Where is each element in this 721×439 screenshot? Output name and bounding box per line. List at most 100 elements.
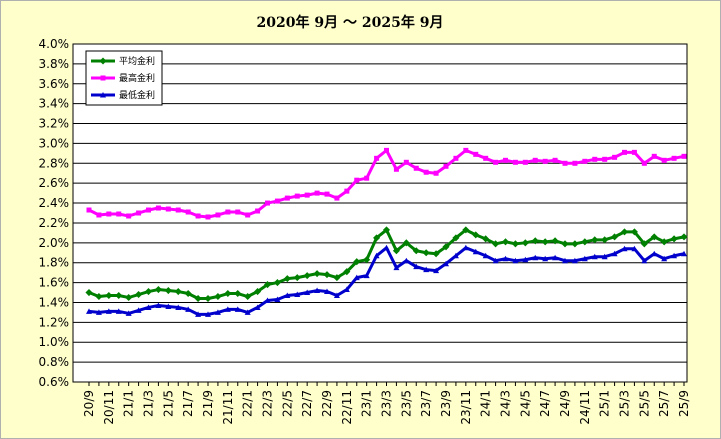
data-point: [343, 286, 350, 293]
data-point: [135, 307, 142, 313]
y-tick-label: 3.4%: [39, 97, 70, 111]
data-point: [562, 257, 568, 264]
data-point: [293, 274, 301, 282]
gridlines: [73, 63, 687, 386]
x-tick-label: 24/5: [518, 390, 532, 417]
data-point: [433, 170, 439, 176]
data-point: [472, 231, 480, 239]
y-tick-label: 2.0%: [39, 236, 70, 250]
data-point: [86, 207, 92, 213]
y-tick-label: 1.0%: [39, 335, 70, 349]
x-tick-label: 21/1: [122, 390, 136, 417]
data-point: [650, 233, 658, 241]
x-tick-label: 25/5: [637, 390, 651, 417]
x-tick-label: 22/9: [320, 390, 334, 417]
x-tick-label: 23/11: [459, 390, 473, 425]
data-point: [503, 157, 508, 163]
data-point: [572, 160, 578, 166]
data-point: [651, 250, 658, 257]
data-point: [146, 207, 151, 213]
data-point: [126, 213, 132, 219]
data-point: [145, 304, 152, 310]
data-point: [630, 228, 638, 236]
data-point: [621, 245, 628, 252]
data-point: [324, 191, 330, 197]
data-point: [493, 159, 499, 165]
x-tick-label: 21/7: [181, 390, 195, 417]
y-tick-label: 0.8%: [39, 355, 70, 369]
data-point: [512, 257, 519, 264]
data-point: [443, 260, 449, 267]
data-point: [661, 157, 667, 163]
data-point: [601, 236, 609, 244]
y-tick-label: 2.4%: [39, 196, 70, 210]
plot-area: [72, 43, 688, 383]
data-point: [501, 238, 510, 246]
legend-label: 最低金利: [119, 89, 155, 101]
data-point: [154, 286, 162, 294]
data-point: [393, 264, 400, 271]
data-point: [532, 254, 539, 261]
data-point: [353, 258, 361, 266]
x-tick-label: 23/1: [360, 390, 374, 417]
data-point: [631, 149, 637, 155]
legend-label: 最高金利: [119, 72, 155, 84]
data-point: [215, 212, 221, 218]
data-point: [680, 233, 688, 241]
y-tick-label: 3.6%: [39, 77, 70, 91]
data-point: [165, 303, 172, 309]
legend-label: 平均金利: [119, 55, 155, 67]
x-tick-label: 24/1: [479, 390, 493, 417]
data-point: [552, 157, 558, 163]
data-point: [482, 252, 489, 259]
data-point: [472, 248, 479, 255]
data-point: [333, 274, 341, 282]
y-tick-label: 3.2%: [39, 117, 70, 131]
data-point: [214, 292, 222, 301]
data-point: [592, 156, 598, 162]
data-point: [373, 234, 381, 242]
x-axis-tick-labels: 20/9 20/11 21/1 21/3 21/5 21/7 21/9 21/11 22/1 22…: [82, 390, 691, 425]
data-point: [622, 149, 627, 155]
data-point: [174, 287, 182, 296]
data-point: [294, 193, 300, 199]
data-point: [364, 175, 370, 181]
data-point: [542, 255, 549, 262]
x-tick-label: 21/11: [221, 390, 235, 425]
data-point: [333, 292, 340, 299]
data-point: [462, 244, 469, 251]
data-point: [265, 200, 270, 206]
y-tick-label: 3.0%: [39, 136, 70, 150]
data-point: [502, 255, 509, 262]
data-point: [244, 309, 251, 315]
data-point: [542, 158, 548, 164]
data-point: [363, 272, 370, 279]
x-tick-label: 20/9: [82, 390, 96, 417]
data-point: [115, 291, 123, 300]
data-point: [95, 292, 103, 301]
legend-marker: [100, 75, 106, 81]
data-point: [541, 238, 549, 246]
data-point: [453, 155, 459, 161]
data-point: [354, 177, 360, 183]
x-tick-label: 22/5: [280, 390, 294, 417]
data-point: [670, 235, 678, 243]
data-point: [175, 304, 182, 310]
data-point: [283, 275, 291, 283]
data-point: [532, 157, 538, 163]
x-tick-label: 24/9: [558, 390, 572, 417]
series-lines: [85, 147, 688, 317]
data-point: [581, 255, 588, 262]
data-point: [274, 198, 280, 204]
data-point: [602, 156, 608, 162]
data-point: [522, 256, 529, 263]
data-point: [303, 272, 311, 280]
data-point: [661, 255, 668, 262]
data-point: [512, 159, 518, 165]
data-point: [304, 289, 311, 296]
data-point: [96, 212, 102, 218]
data-point: [324, 288, 330, 295]
